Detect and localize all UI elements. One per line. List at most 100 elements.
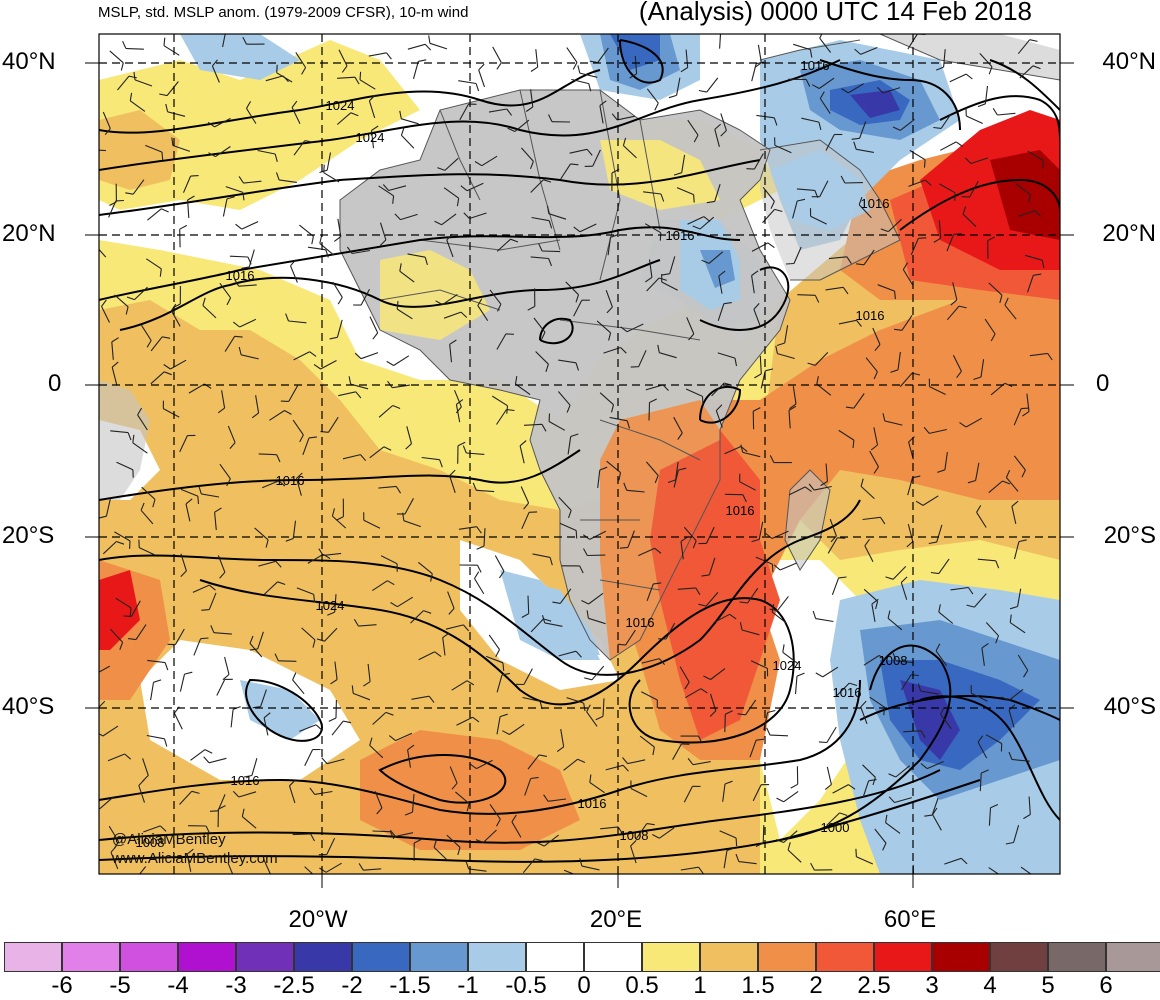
colorbar-tick-label: -1.5 [389, 972, 430, 1000]
wind-barb-flag [87, 670, 94, 675]
colorbar-swatch [526, 942, 584, 972]
wind-barb-flag [1043, 161, 1044, 169]
colorbar-tick-label: -3 [225, 972, 246, 1000]
credit-url: www.AliciaMBentley.com [112, 850, 278, 867]
isobar-label: 1008 [879, 653, 908, 668]
colorbar-swatch [410, 942, 468, 972]
colorbar-tick-label: -0.5 [505, 972, 546, 1000]
colorbar-swatch [642, 942, 700, 972]
colorbar-tick-label: -2 [341, 972, 362, 1000]
wind-barb [649, 403, 650, 421]
isobar-label: 1024 [356, 130, 385, 145]
colorbar-swatch [700, 942, 758, 972]
lat-label-40s-right: 40°S [1104, 693, 1156, 721]
wind-barb-flag [360, 72, 361, 80]
isobar-label: 1016 [578, 796, 607, 811]
wind-barb-flag [819, 742, 827, 743]
colorbar-swatch [178, 942, 236, 972]
wind-barb [293, 834, 311, 835]
colorbar-swatch [1106, 942, 1160, 972]
lat-label-20s-right: 20°S [1104, 522, 1156, 550]
colorbar-swatch [1048, 942, 1106, 972]
wind-barb [797, 295, 815, 296]
colorbar-swatch [62, 942, 120, 972]
colorbar-swatch [4, 942, 62, 972]
wind-barb-flag [201, 610, 209, 611]
wind-barb-flag [198, 496, 199, 504]
colorbar-swatch [236, 942, 294, 972]
colorbar-tick-label: 1.5 [741, 972, 774, 1000]
wind-barb-flag [1003, 878, 1004, 886]
colorbar-swatch [816, 942, 874, 972]
wind-barb [373, 831, 391, 832]
isobar-label: 1008 [620, 828, 649, 843]
colorbar-swatch [352, 942, 410, 972]
lat-label-20n-right: 20°N [1102, 220, 1156, 248]
isobar-label: 1000 [821, 820, 850, 835]
colorbar-tick-label: -1 [457, 972, 478, 1000]
colorbar-tick-label: 6 [1099, 972, 1112, 1000]
colorbar-swatch [120, 942, 178, 972]
colorbar-swatch [874, 942, 932, 972]
lat-label-40n-right: 40°N [1102, 48, 1156, 76]
wind-barb-flag [210, 811, 218, 812]
wind-barb-flag [226, 27, 234, 29]
wind-barb-flag [581, 877, 582, 885]
lat-label-0-right: 0 [1096, 370, 1109, 398]
colorbar-tick-label: -2.5 [273, 972, 314, 1000]
lat-label-20n-left: 20°N [2, 220, 56, 248]
colorbar-tick-label: 2 [809, 972, 822, 1000]
isobar-label: 1016 [276, 473, 305, 488]
wind-barb-flag [85, 712, 93, 714]
lon-label-20w: 20°W [289, 906, 348, 934]
wind-barb [763, 825, 764, 843]
wind-barb-flag [1021, 408, 1029, 409]
isobar-label: 1016 [856, 308, 885, 323]
wind-barb-flag [772, 564, 773, 572]
isobar-label: 1024 [326, 98, 355, 113]
lat-label-40s-left: 40°S [2, 693, 54, 721]
colorbar-swatch [990, 942, 1048, 972]
lon-label-20e: 20°E [590, 906, 642, 934]
wind-barb-flag [191, 176, 199, 177]
wind-barb-flag [85, 142, 88, 149]
lat-label-40n-left: 40°N [2, 48, 56, 76]
lat-label-20s-left: 20°S [2, 522, 54, 550]
wind-barb-flag [918, 238, 926, 239]
isobar-label: 1016 [226, 268, 255, 283]
isobar-label: 1016 [726, 503, 755, 518]
colorbar-tick-label: -5 [109, 972, 130, 1000]
wind-barb [528, 596, 529, 614]
isobar-label: 1016 [626, 615, 655, 630]
wind-barb [126, 49, 144, 50]
colorbar-swatch [932, 942, 990, 972]
wind-barb [542, 251, 560, 252]
wind-barb-flag [127, 879, 135, 881]
wind-barb-flag [316, 879, 318, 887]
wind-barb-flag [277, 65, 278, 73]
colorbar-tick-label: 0 [577, 972, 590, 1000]
colorbar-swatch [294, 942, 352, 972]
colorbar-tick-label: 2.5 [857, 972, 890, 1000]
colorbar-swatch [758, 942, 816, 972]
lat-label-0-left: 0 [48, 370, 61, 398]
credit-handle: @AliciaMBentley [112, 831, 226, 848]
isobar-label: 1024 [773, 658, 802, 673]
wind-barb-flag [786, 264, 794, 265]
wind-barb-flag [94, 236, 97, 243]
wind-barb-flag [660, 233, 661, 241]
wind-barb-flag [266, 875, 271, 881]
wind-barb-flag [736, 838, 737, 846]
wind-barb-flag [230, 879, 235, 885]
wind-barb [725, 714, 726, 732]
wind-barb-flag [162, 152, 163, 160]
colorbar-swatch [468, 942, 526, 972]
isobar-label: 1016 [861, 196, 890, 211]
isobar-label: 1024 [316, 598, 345, 613]
colorbar-tick-label: 5 [1041, 972, 1054, 1000]
wind-barb-flag [721, 27, 728, 30]
wind-barb-flag [911, 675, 919, 676]
wind-barb-flag [1035, 878, 1036, 886]
wind-barb-flag [576, 531, 577, 539]
colorbar-tick-label: 3 [925, 972, 938, 1000]
